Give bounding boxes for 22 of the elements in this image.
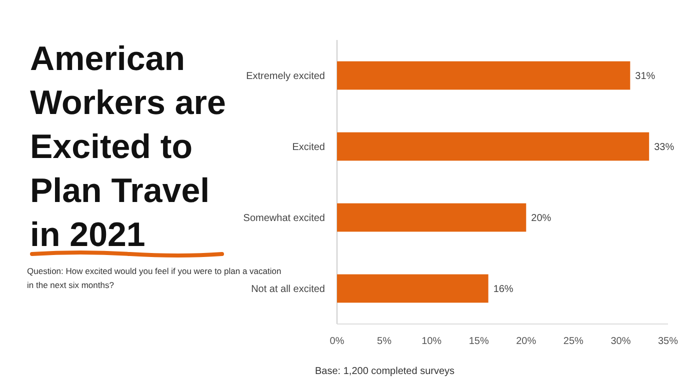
- x-tick-label: 5%: [377, 336, 392, 347]
- x-tick-label: 15%: [468, 336, 489, 347]
- data-label: 16%: [493, 284, 514, 295]
- bar: [337, 203, 526, 232]
- data-label: 33%: [654, 142, 674, 153]
- bar: [337, 274, 488, 303]
- text: American Workers are Excited to Plan Travel in 2021: [30, 40, 226, 254]
- y-tick-label: Somewhat excited: [243, 213, 325, 224]
- data-label: 20%: [531, 213, 552, 224]
- y-tick-label: Excited: [292, 142, 325, 153]
- y-tick-label: Not at all excited: [251, 284, 325, 295]
- x-tick-label: 35%: [658, 336, 678, 347]
- text: Base: 1,200 completed surveys: [315, 366, 455, 377]
- x-tick-label: 0%: [330, 336, 344, 347]
- bar: [337, 132, 650, 161]
- x-tick-label: 25%: [563, 336, 584, 347]
- bar: [337, 61, 630, 90]
- y-tick-label: Extremely excited: [246, 71, 325, 82]
- data-label: 31%: [635, 71, 656, 82]
- x-tick-label: 30%: [610, 336, 631, 347]
- x-tick-label: 10%: [422, 336, 442, 347]
- x-tick-label: 20%: [516, 336, 536, 347]
